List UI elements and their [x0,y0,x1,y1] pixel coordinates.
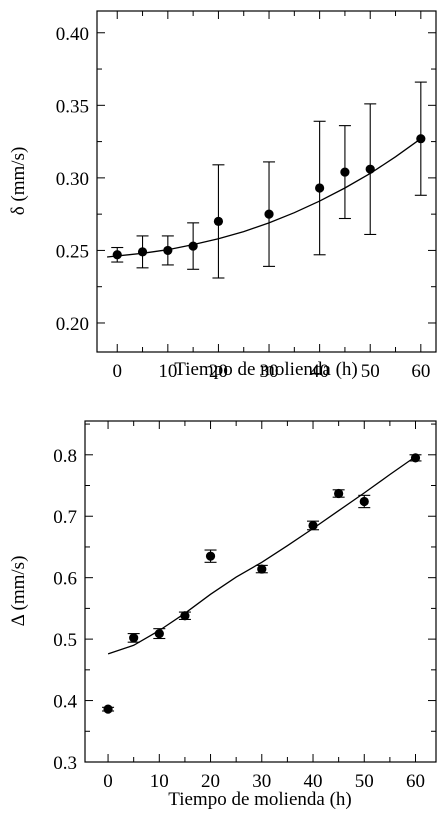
x-tick-label-Delta: 40 [304,771,323,792]
x-axis-label-delta: Tiempo de molienda (h) [174,359,357,380]
y-ticks-Delta: 0.3 0.4 0.5 0.6 0.7 0.8 [53,423,436,774]
x-ticks-delta: 0 10 20 30 40 50 60 [112,11,430,382]
data-point-Delta [205,551,216,561]
data-point-Delta [410,453,421,463]
chart-Delta: 0 10 20 30 40 50 60 0.3 0.4 0.5 0.6 0.7 0.8 Tiempo … [8,420,437,810]
x-tick-label-delta: 10 [158,361,177,382]
data-point-Delta [154,628,164,639]
x-tick-label-Delta: 30 [252,771,271,792]
y-ticks-delta: 0.20 0.25 0.30 0.35 0.40 [56,24,436,335]
x-ticks-Delta: 0 10 20 30 40 50 60 [103,421,425,792]
x-tick-label-Delta: 10 [150,771,169,792]
x-tick-label-Delta: 20 [201,771,220,792]
data-point-delta [213,216,224,227]
x-tick-label-Delta: 0 [103,771,113,792]
y-axis-label-Delta: Δ (mm/s) [8,556,29,627]
x-tick-label-delta: 50 [361,361,380,382]
data-point-delta [365,164,375,174]
data-point-delta [315,183,325,193]
y-tick-label-delta: 0.20 [56,314,89,335]
y-tick-label-Delta: 0.8 [53,446,77,467]
data-point-Delta [359,496,369,507]
error-bars-Delta [102,454,422,712]
fit-curve-delta [107,138,422,258]
x-tick-label-delta: 0 [112,361,122,382]
x-tick-label-delta: 40 [310,361,329,382]
y-tick-label-delta: 0.40 [56,24,89,45]
x-axis-label-Delta: Tiempo de molienda (h) [168,789,351,810]
data-point-Delta [129,633,139,643]
error-bars-delta [111,81,427,279]
plot-frame-Delta [84,420,437,763]
y-tick-label-delta: 0.30 [56,169,89,190]
data-point-Delta [180,611,190,621]
data-point-Delta [334,488,344,499]
chart-delta: 0 10 20 30 40 50 60 0.20 0.25 0.30 0.35 0.40 Tiemp… [8,10,437,382]
data-point-delta [264,209,274,219]
data-point-delta [416,134,426,144]
plot-frame-delta [96,10,437,353]
data-point-delta [188,241,198,251]
fit-curve-Delta [107,456,416,655]
y-tick-label-Delta: 0.5 [53,630,77,651]
data-point-delta [340,167,350,177]
data-points-delta [112,134,426,260]
x-tick-label-delta: 20 [209,361,228,382]
data-points-Delta [103,453,421,714]
x-tick-label-delta: 60 [411,361,430,382]
data-point-Delta [257,564,267,574]
data-point-Delta [103,704,113,714]
y-tick-label-Delta: 0.6 [53,569,77,590]
x-tick-label-Delta: 50 [355,771,374,792]
y-tick-label-Delta: 0.7 [53,507,77,528]
data-point-delta [137,247,148,257]
fit-line-Delta [107,456,416,655]
data-point-Delta [308,520,318,531]
y-tick-label-delta: 0.35 [56,96,89,117]
data-point-delta [112,250,122,260]
data-point-delta [163,245,173,256]
y-tick-label-Delta: 0.3 [53,753,77,774]
fit-line-delta [107,138,422,258]
y-axis-label-delta: δ (mm/s) [8,147,29,216]
y-tick-label-delta: 0.25 [56,241,89,262]
x-tick-label-Delta: 60 [406,771,425,792]
x-tick-label-delta: 30 [260,361,279,382]
y-tick-label-Delta: 0.4 [53,692,77,713]
